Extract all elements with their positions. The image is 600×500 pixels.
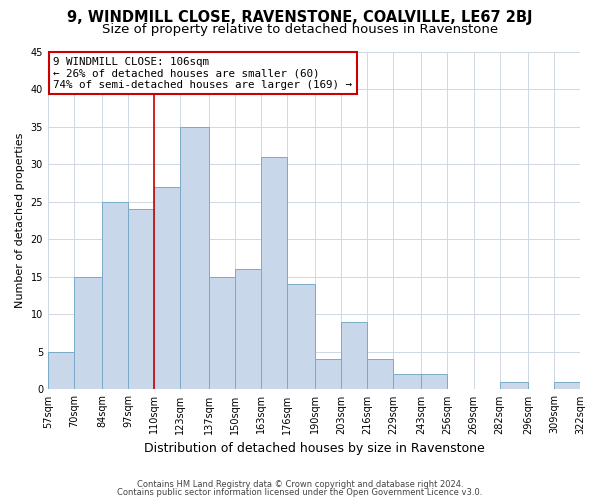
Bar	[74, 277, 102, 390]
Bar	[315, 360, 341, 390]
Bar	[181, 126, 209, 390]
Text: 9, WINDMILL CLOSE, RAVENSTONE, COALVILLE, LE67 2BJ: 9, WINDMILL CLOSE, RAVENSTONE, COALVILLE…	[67, 10, 533, 25]
Y-axis label: Number of detached properties: Number of detached properties	[15, 133, 25, 308]
Bar	[48, 352, 74, 390]
Bar	[261, 156, 287, 390]
Bar	[393, 374, 421, 390]
Bar	[500, 382, 528, 390]
X-axis label: Distribution of detached houses by size in Ravenstone: Distribution of detached houses by size …	[143, 442, 484, 455]
Bar	[367, 360, 393, 390]
Bar	[209, 277, 235, 390]
Text: Contains HM Land Registry data © Crown copyright and database right 2024.: Contains HM Land Registry data © Crown c…	[137, 480, 463, 489]
Bar	[128, 209, 154, 390]
Text: Size of property relative to detached houses in Ravenstone: Size of property relative to detached ho…	[102, 22, 498, 36]
Bar	[287, 284, 315, 390]
Bar	[235, 270, 261, 390]
Text: Contains public sector information licensed under the Open Government Licence v3: Contains public sector information licen…	[118, 488, 482, 497]
Bar	[554, 382, 580, 390]
Text: 9 WINDMILL CLOSE: 106sqm
← 26% of detached houses are smaller (60)
74% of semi-d: 9 WINDMILL CLOSE: 106sqm ← 26% of detach…	[53, 56, 352, 90]
Bar	[154, 186, 181, 390]
Bar	[102, 202, 128, 390]
Bar	[341, 322, 367, 390]
Bar	[421, 374, 448, 390]
